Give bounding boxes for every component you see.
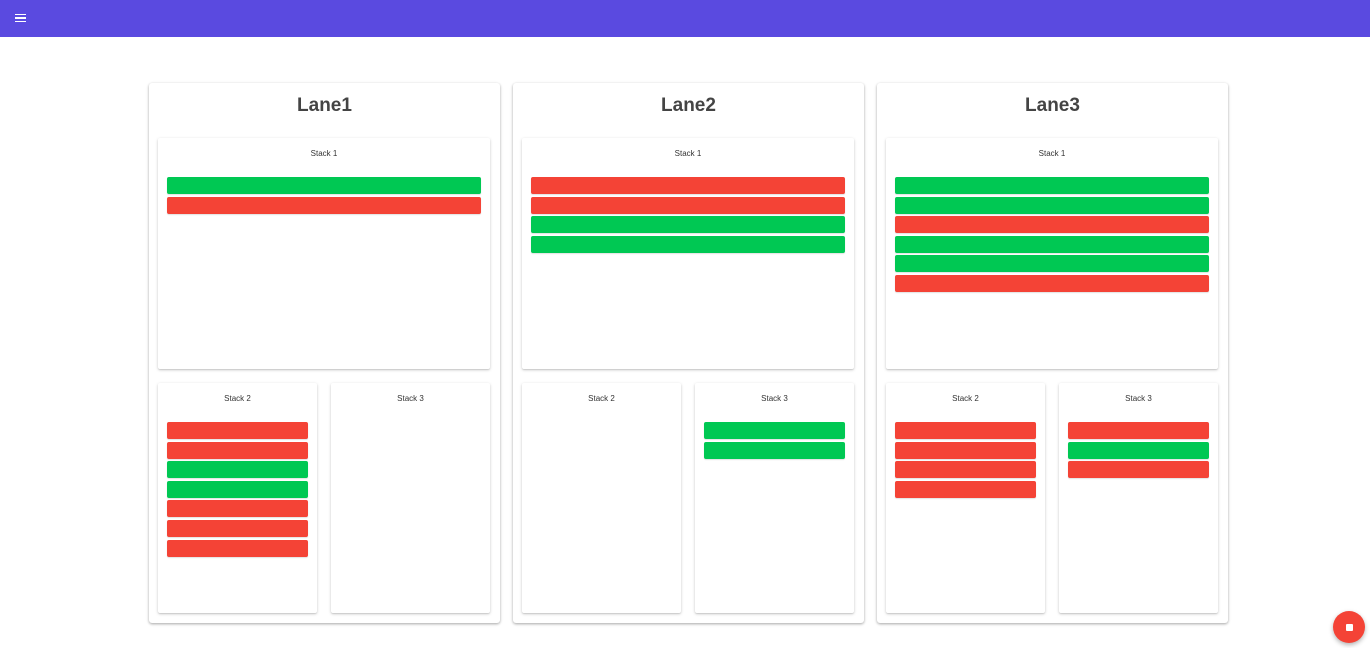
card-list — [895, 422, 1036, 500]
card-list — [531, 177, 845, 255]
stack-label: Stack 1 — [674, 149, 702, 158]
stop-button[interactable] — [1333, 611, 1365, 643]
card-red[interactable] — [895, 480, 1036, 498]
lane-title: Lane3 — [1025, 95, 1080, 116]
card-green[interactable] — [895, 196, 1209, 214]
card-red[interactable] — [531, 177, 845, 194]
lane: Lane3 Stack 1 Stack 2 Stack 3 — [877, 83, 1228, 623]
card-green[interactable] — [895, 255, 1209, 273]
app-bar — [0, 0, 1370, 37]
lane-title: Lane1 — [297, 95, 352, 116]
card-red[interactable] — [167, 539, 308, 557]
card-green[interactable] — [1068, 441, 1209, 459]
stack[interactable]: Stack 3 — [695, 383, 854, 613]
card-red[interactable] — [895, 441, 1036, 459]
card-list — [167, 177, 481, 216]
menu-icon[interactable] — [10, 8, 30, 28]
card-red[interactable] — [1068, 461, 1209, 479]
stack[interactable]: Stack 3 — [1059, 383, 1218, 613]
lane-title: Lane2 — [661, 95, 716, 116]
stack-label: Stack 3 — [397, 394, 424, 403]
card-green[interactable] — [531, 235, 845, 253]
card-list — [895, 177, 1209, 295]
card-green[interactable] — [167, 177, 481, 194]
stack-label: Stack 1 — [310, 149, 338, 158]
stack-label: Stack 2 — [952, 394, 979, 403]
stack-label: Stack 3 — [1125, 394, 1152, 403]
stack[interactable]: Stack 2 — [886, 383, 1045, 613]
stack-label: Stack 2 — [588, 394, 615, 403]
card-red[interactable] — [167, 441, 308, 459]
card-green[interactable] — [895, 177, 1209, 194]
stack-label: Stack 1 — [1038, 149, 1066, 158]
card-red[interactable] — [167, 500, 308, 518]
stack[interactable]: Stack 3 — [331, 383, 490, 613]
card-green[interactable] — [704, 441, 845, 459]
card-green[interactable] — [531, 216, 845, 234]
card-list — [1068, 422, 1209, 481]
card-green[interactable] — [704, 422, 845, 439]
card-red[interactable] — [167, 196, 481, 214]
card-red[interactable] — [1068, 422, 1209, 439]
card-red[interactable] — [895, 216, 1209, 234]
stack[interactable]: Stack 1 — [522, 138, 854, 369]
stack-label: Stack 3 — [761, 394, 788, 403]
card-list — [704, 422, 845, 461]
card-list — [167, 422, 308, 559]
stack[interactable]: Stack 2 — [158, 383, 317, 613]
lane: Lane2 Stack 1 Stack 2 Stack 3 — [513, 83, 864, 623]
card-red[interactable] — [895, 461, 1036, 479]
card-red[interactable] — [167, 519, 308, 537]
card-red[interactable] — [895, 422, 1036, 439]
card-red[interactable] — [531, 196, 845, 214]
card-red[interactable] — [895, 274, 1209, 292]
lane: Lane1 Stack 1 Stack 2 Stack 3 — [149, 83, 500, 623]
stack[interactable]: Stack 1 — [158, 138, 490, 369]
card-green[interactable] — [895, 235, 1209, 253]
stack-label: Stack 2 — [224, 394, 251, 403]
card-green[interactable] — [167, 461, 308, 479]
stop-icon — [1345, 623, 1353, 631]
stack[interactable]: Stack 1 — [886, 138, 1218, 369]
card-green[interactable] — [167, 480, 308, 498]
card-red[interactable] — [167, 422, 308, 439]
stack[interactable]: Stack 2 — [522, 383, 681, 613]
